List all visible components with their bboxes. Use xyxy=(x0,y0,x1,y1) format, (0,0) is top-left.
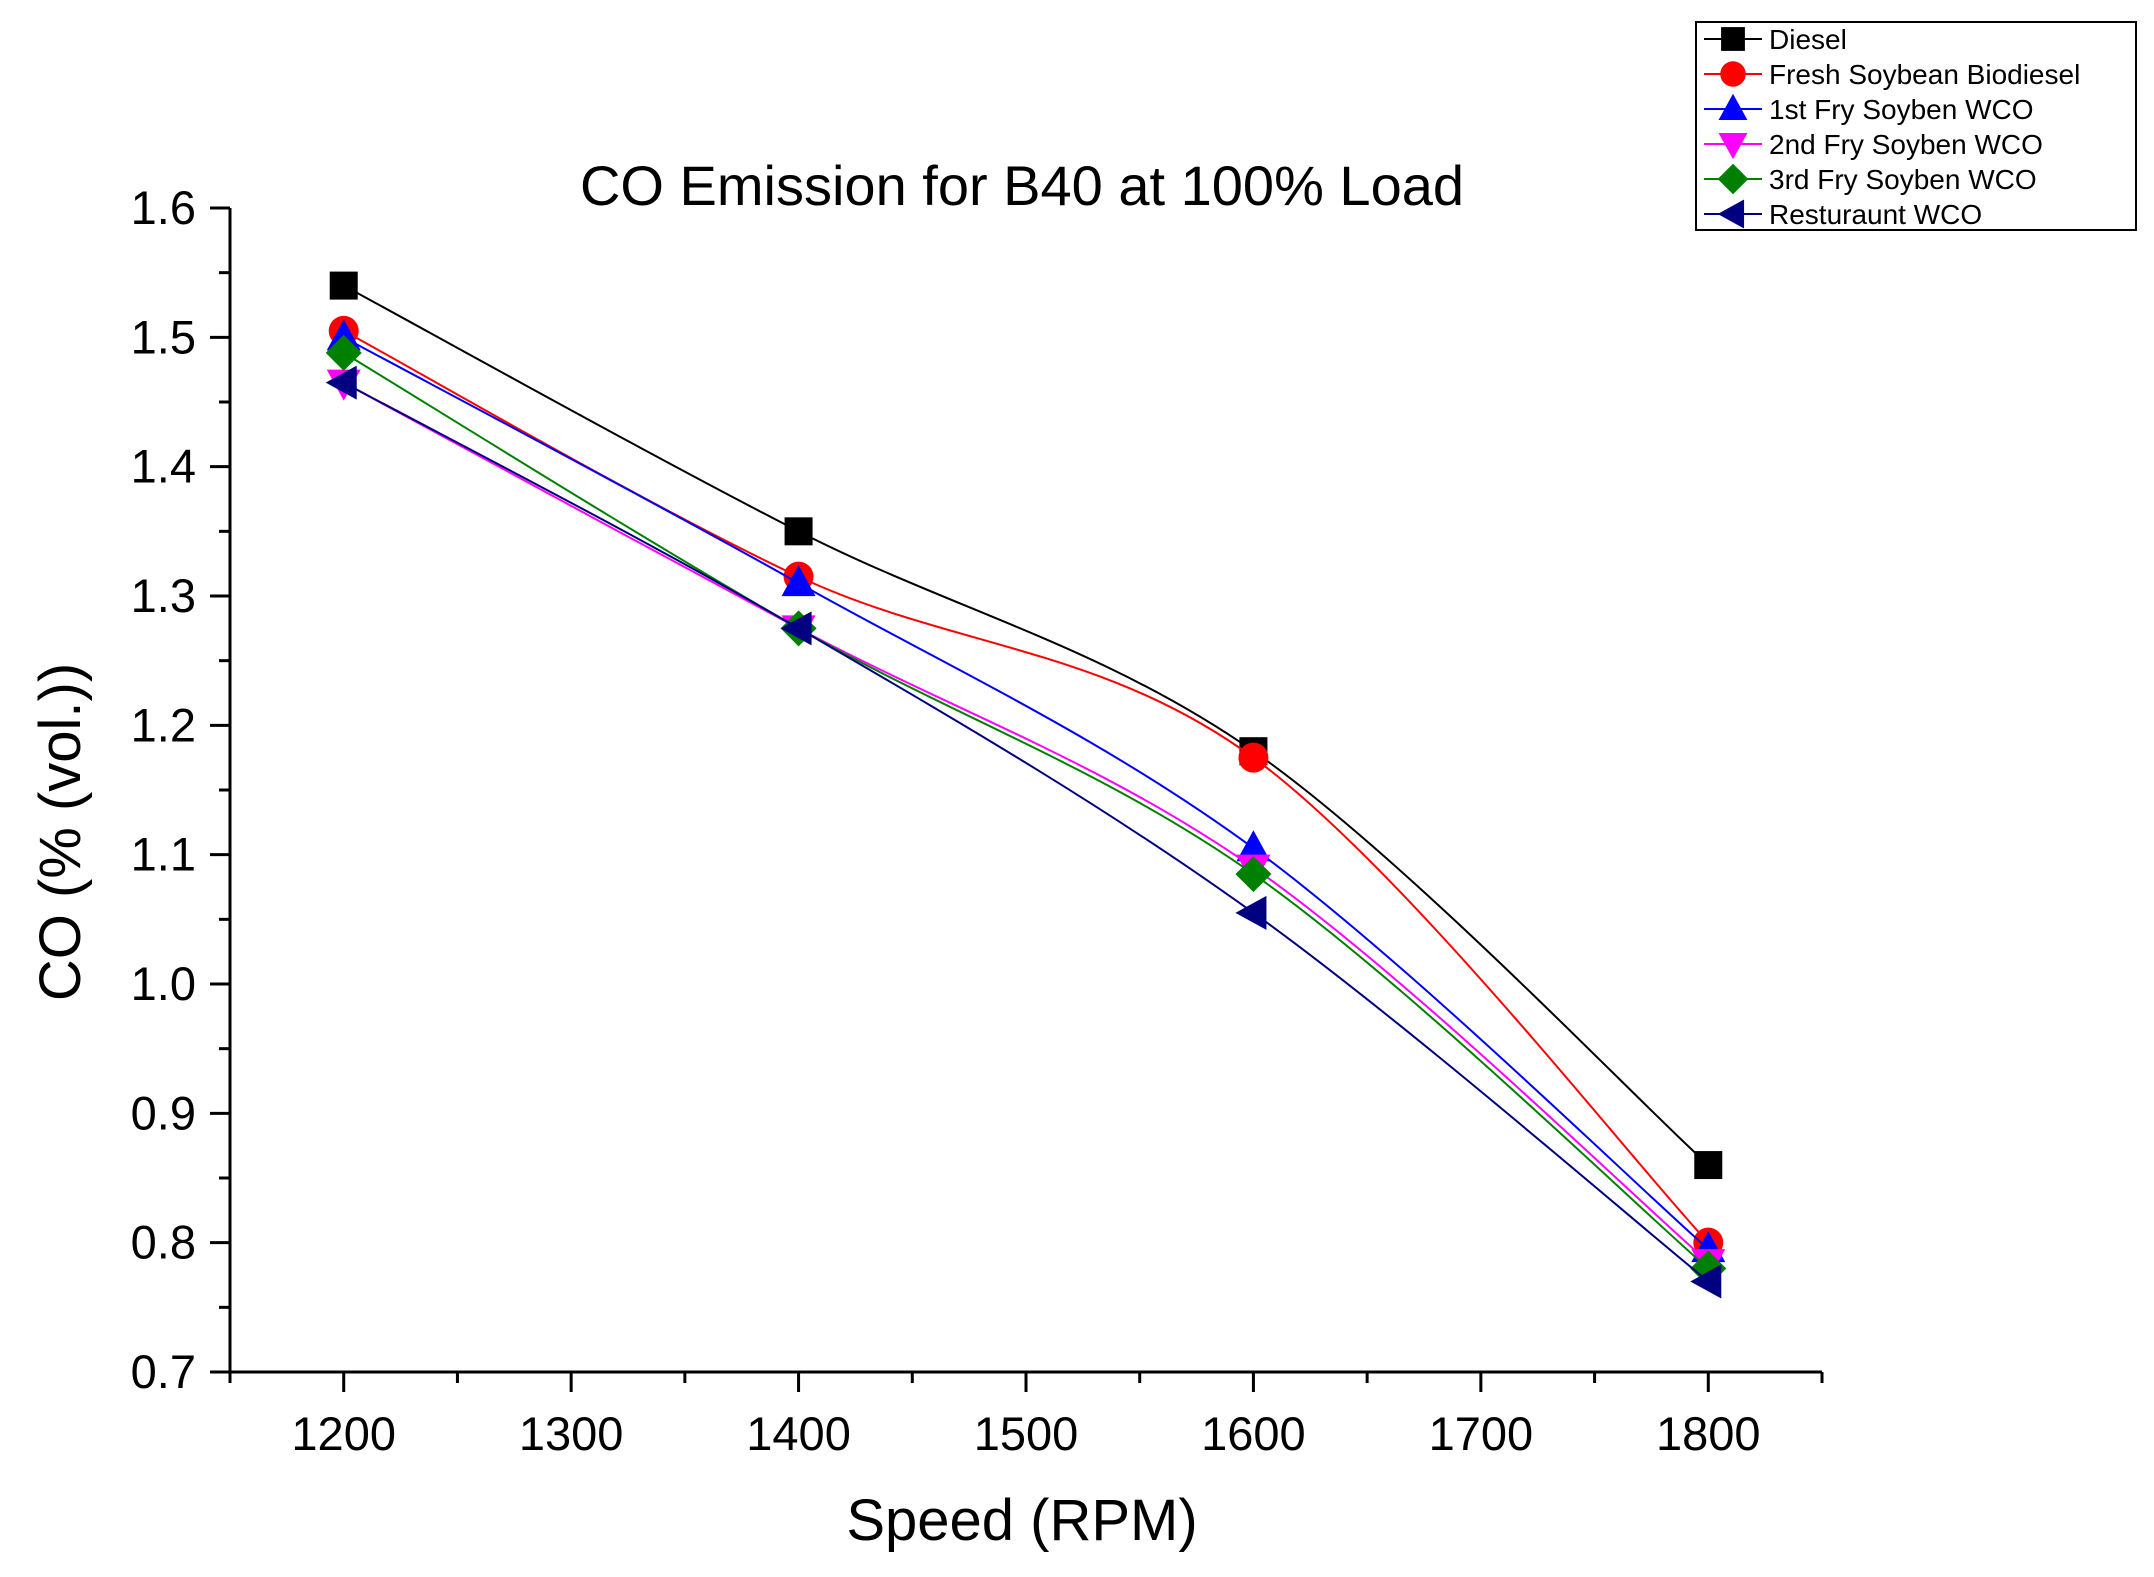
x-axis-title: Speed (RPM) xyxy=(846,1488,1197,1553)
legend-entry: Diesel xyxy=(1704,24,1847,55)
y-tick-label: 0.7 xyxy=(131,1345,196,1398)
x-tick-label: 1800 xyxy=(1656,1407,1761,1460)
legend-label: Fresh Soybean Biodiesel xyxy=(1769,59,2080,90)
series-line xyxy=(343,351,1709,1270)
legend-label: 3rd Fry Soyben WCO xyxy=(1769,164,2037,195)
legend-marker xyxy=(1718,132,1748,160)
x-tick-label: 1500 xyxy=(974,1407,1079,1460)
y-tick-label: 1.1 xyxy=(131,828,196,881)
data-point xyxy=(1690,1264,1722,1299)
y-tick-label: 1.3 xyxy=(131,569,196,622)
y-tick-label: 0.9 xyxy=(131,1086,196,1139)
legend-entry: 3rd Fry Soyben WCO xyxy=(1704,163,2037,195)
data-point xyxy=(1238,742,1269,773)
series-1 xyxy=(329,271,1723,1180)
legend-marker xyxy=(1718,93,1748,121)
data-point xyxy=(784,517,813,546)
series-2 xyxy=(328,315,1724,1258)
legend-label: Resturaunt WCO xyxy=(1769,199,1982,230)
data-point xyxy=(326,319,361,351)
data-point xyxy=(325,365,357,400)
legend-marker xyxy=(1721,27,1745,51)
legend-label: Diesel xyxy=(1769,24,1847,55)
x-tick-label: 1600 xyxy=(1201,1407,1306,1460)
y-tick-label: 1.4 xyxy=(131,440,196,493)
series-line xyxy=(343,381,1709,1283)
data-point xyxy=(1236,830,1271,862)
legend-entry: 1st Fry Soyben WCO xyxy=(1704,93,2034,125)
data-point xyxy=(329,271,358,300)
series-3 xyxy=(326,319,1726,1263)
data-point xyxy=(1235,895,1267,930)
legend-label: 1st Fry Soyben WCO xyxy=(1769,94,2034,125)
series-line xyxy=(343,284,1709,1166)
legend-marker xyxy=(1717,163,1749,195)
legend-box xyxy=(1695,21,2137,231)
x-tick-label: 1400 xyxy=(746,1407,851,1460)
data-point xyxy=(325,334,362,371)
y-tick-label: 1.6 xyxy=(131,181,196,234)
series-line xyxy=(343,336,1709,1250)
y-tick-label: 0.8 xyxy=(131,1216,196,1269)
legend-marker xyxy=(1717,199,1745,229)
series-5 xyxy=(325,334,1727,1287)
y-tick-label: 1.0 xyxy=(131,957,196,1010)
legend-entry: Fresh Soybean Biodiesel xyxy=(1704,59,2080,90)
x-tick-label: 1200 xyxy=(291,1407,396,1460)
data-point xyxy=(781,565,816,597)
data-point xyxy=(1235,856,1272,893)
y-tick-label: 1.2 xyxy=(131,698,196,751)
y-tick-label: 1.5 xyxy=(131,310,196,363)
series-line xyxy=(343,381,1709,1263)
data-point xyxy=(780,611,812,646)
y-axis-title: CO (% (vol.)) xyxy=(28,663,93,1001)
series-line xyxy=(343,329,1710,1244)
x-tick-label: 1300 xyxy=(519,1407,624,1460)
legend-marker xyxy=(1720,61,1746,87)
legend-entry: Resturaunt WCO xyxy=(1704,199,1982,230)
data-point xyxy=(1694,1151,1723,1180)
series-6 xyxy=(325,365,1722,1299)
axes: 1200 1300 1400 1500 1600 1700 1800 0.7 0.8 0.9 1.0… xyxy=(131,181,1824,1460)
chart-title: CO Emission for B40 at 100% Load xyxy=(580,154,1464,217)
series-4 xyxy=(326,369,1726,1281)
x-tick-label: 1700 xyxy=(1429,1407,1534,1460)
legend: Diesel Fresh Soybean Biodiesel 1st Fry Soy… xyxy=(1695,21,2137,231)
series-layer xyxy=(325,271,1727,1299)
legend-entry: 2nd Fry Soyben WCO xyxy=(1704,129,2043,160)
legend-label: 2nd Fry Soyben WCO xyxy=(1769,129,2043,160)
